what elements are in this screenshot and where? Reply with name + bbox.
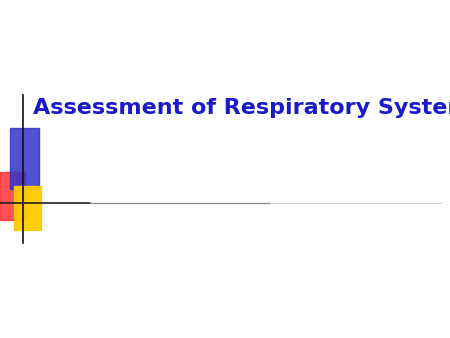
Bar [14,186,40,230]
Text: Assessment of Respiratory System: Assessment of Respiratory System [33,98,450,118]
Bar [10,128,39,189]
Bar [0,172,25,220]
